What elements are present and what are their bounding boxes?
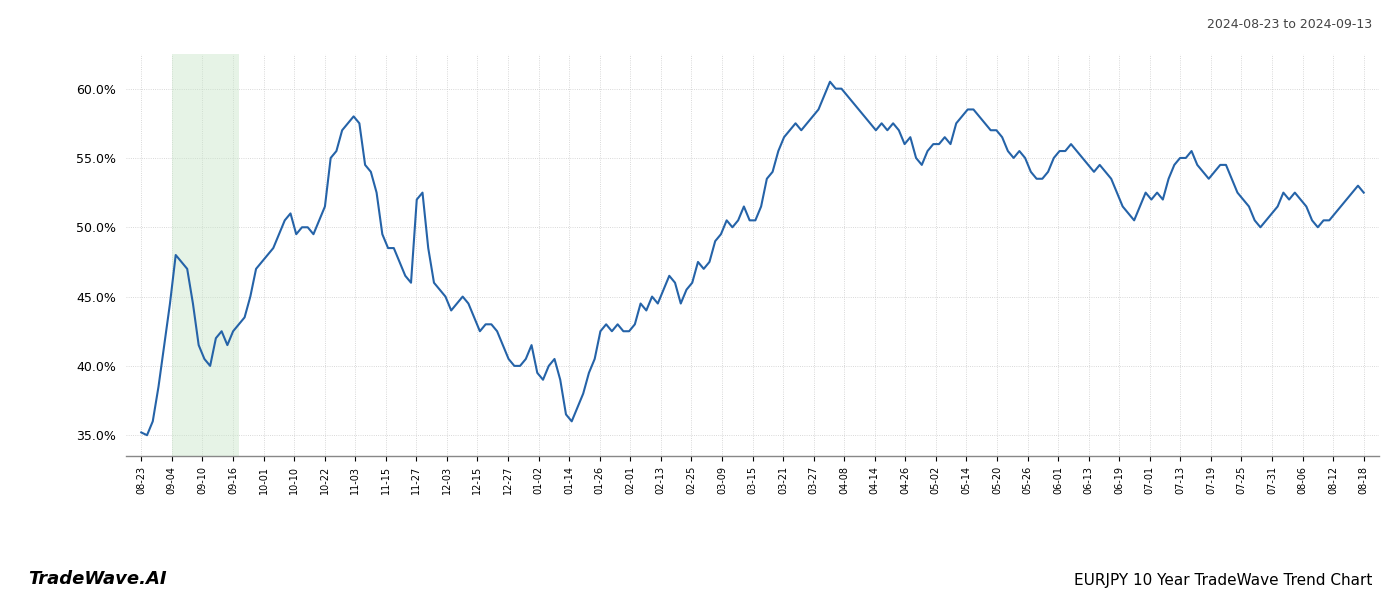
- Bar: [172, 54, 239, 456]
- Text: 2024-08-23 to 2024-09-13: 2024-08-23 to 2024-09-13: [1207, 18, 1372, 31]
- Text: EURJPY 10 Year TradeWave Trend Chart: EURJPY 10 Year TradeWave Trend Chart: [1074, 573, 1372, 588]
- Text: TradeWave.AI: TradeWave.AI: [28, 570, 167, 588]
